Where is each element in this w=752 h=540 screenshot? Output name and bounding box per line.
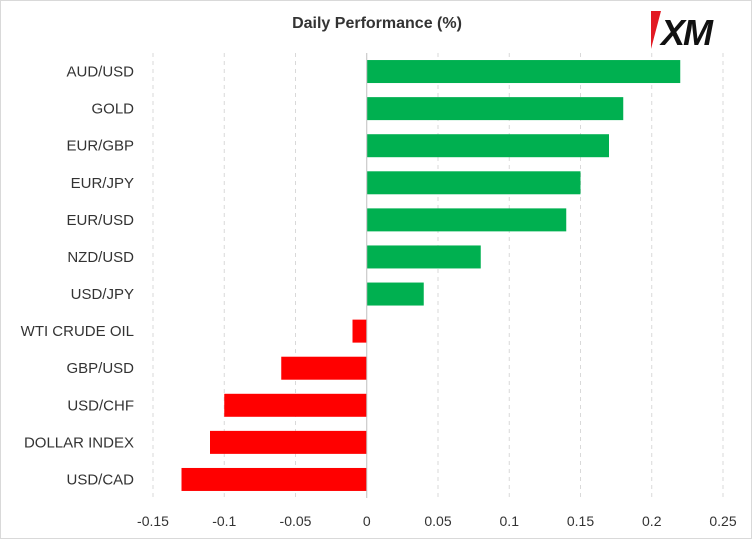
category-label: WTI CRUDE OIL	[21, 323, 134, 340]
bar-nzd-usd	[366, 245, 481, 269]
x-tick-label: -0.05	[280, 513, 312, 529]
x-tick-labels: -0.15 -0.1 -0.05 0 0.05 0.1 0.15 0.2 0.25	[137, 513, 737, 529]
category-label: AUD/USD	[66, 64, 134, 81]
bar-usd-chf	[224, 393, 367, 417]
category-label: EUR/USD	[66, 212, 134, 229]
bars	[181, 60, 681, 491]
x-tick-label: -0.1	[212, 513, 236, 529]
x-tick-label: 0	[363, 513, 371, 529]
bar-usd-jpy	[366, 282, 424, 306]
category-labels: AUD/USD GOLD EUR/GBP EUR/JPY EUR/USD NZD/USD U…	[21, 64, 135, 489]
x-tick-label: 0.15	[567, 513, 594, 529]
bar-eur-jpy	[366, 171, 581, 195]
category-label: DOLLAR INDEX	[24, 434, 134, 451]
bar-eur-gbp	[366, 134, 609, 158]
bar-gold	[366, 97, 624, 121]
bar-gbp-usd	[281, 356, 367, 380]
bar-usd-cad	[181, 467, 367, 491]
bar-wti-crude-oil	[352, 319, 367, 343]
x-tick-label: 0.05	[424, 513, 451, 529]
bar-aud-usd	[366, 60, 681, 84]
category-label: EUR/GBP	[66, 138, 134, 155]
xm-logo-accent	[651, 11, 661, 49]
chart-title: Daily Performance (%)	[292, 15, 462, 32]
category-label: USD/CAD	[66, 471, 134, 488]
xm-logo: XM	[651, 11, 716, 53]
bar-eur-usd	[366, 208, 567, 232]
bar-dollar-index	[210, 430, 367, 454]
x-tick-label: 0.25	[709, 513, 736, 529]
xm-logo-text: XM	[659, 12, 714, 53]
x-tick-label: -0.15	[137, 513, 169, 529]
gridlines	[152, 53, 724, 498]
category-label: NZD/USD	[67, 249, 134, 266]
category-label: USD/CHF	[67, 397, 134, 414]
category-label: USD/JPY	[71, 286, 134, 303]
x-tick-label: 0.2	[642, 513, 662, 529]
category-label: EUR/JPY	[71, 175, 134, 192]
x-tick-label: 0.1	[500, 513, 520, 529]
category-label: GOLD	[91, 101, 134, 118]
category-label: GBP/USD	[66, 360, 134, 377]
